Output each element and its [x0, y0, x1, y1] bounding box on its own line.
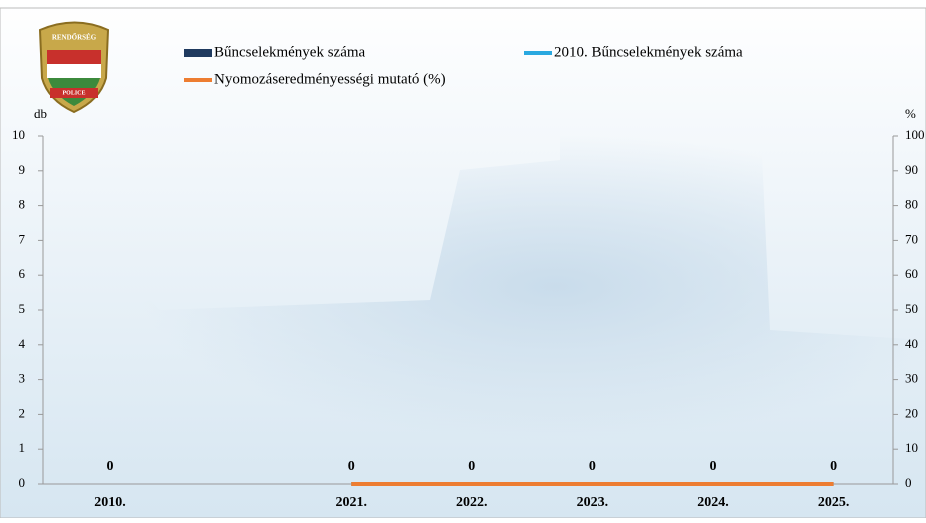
logo-bottom: POLICE — [62, 90, 85, 96]
y2-tick-label: 60 — [905, 266, 918, 281]
y-tick-label: 10 — [12, 127, 25, 142]
y2-tick-label: 90 — [905, 162, 918, 177]
x-tick-label: 2023. — [577, 495, 609, 510]
y-tick-label: 9 — [19, 162, 26, 177]
x-tick-label: 2024. — [697, 495, 729, 510]
y-axis-label: db — [34, 106, 47, 121]
y2-tick-label: 40 — [905, 336, 918, 351]
x-tick-label: 2022. — [456, 495, 488, 510]
value-label: 0 — [468, 459, 475, 474]
y2-tick-label: 100 — [905, 127, 925, 142]
logo-top: RENDŐRSÉG — [52, 34, 97, 42]
y2-axis-label: % — [905, 106, 916, 121]
x-tick-label: 2010. — [94, 495, 126, 510]
y-tick-label: 8 — [19, 197, 26, 212]
x-tick-label: 2025. — [818, 495, 850, 510]
background-building — [0, 100, 926, 440]
y-tick-label: 5 — [19, 301, 26, 316]
y2-tick-label: 80 — [905, 197, 918, 212]
y-tick-label: 7 — [19, 231, 26, 246]
y2-tick-label: 0 — [905, 475, 912, 490]
y-tick-label: 0 — [19, 475, 26, 490]
y2-tick-label: 50 — [905, 301, 918, 316]
y2-tick-label: 20 — [905, 405, 918, 420]
y2-tick-label: 30 — [905, 371, 918, 386]
y-tick-label: 1 — [19, 440, 26, 455]
y2-tick-label: 10 — [905, 440, 918, 455]
value-label: 0 — [589, 459, 596, 474]
legend-swatch — [184, 49, 212, 57]
value-label: 0 — [348, 459, 355, 474]
y-tick-label: 6 — [19, 266, 26, 281]
y2-tick-label: 70 — [905, 231, 918, 246]
value-label: 0 — [107, 459, 114, 474]
y-tick-label: 2 — [19, 405, 26, 420]
y-tick-label: 3 — [19, 371, 26, 386]
legend-label: Bűncselekmények száma — [214, 44, 366, 60]
y-tick-label: 4 — [19, 336, 26, 351]
value-label: 0 — [710, 459, 717, 474]
legend-label: 2010. Bűncselekmények száma — [554, 44, 743, 60]
logo: RENDŐRSÉG POLICE — [38, 21, 110, 114]
value-label: 0 — [830, 459, 837, 474]
legend-label: Nyomozáseredményességi mutató (%) — [214, 71, 446, 87]
x-tick-label: 2021. — [335, 495, 367, 510]
